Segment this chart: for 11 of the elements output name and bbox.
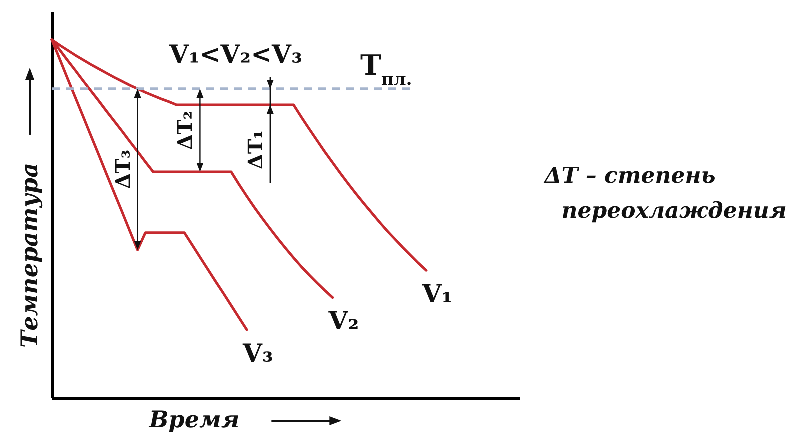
series-label: V₃ <box>242 338 274 368</box>
annotation: ΔT₂ <box>173 110 198 150</box>
y-axis-title: Температура <box>16 162 44 348</box>
series-label: V₁ <box>421 280 453 309</box>
ref-line-label: T$_{пл.}$ <box>360 48 412 90</box>
text: ΔT – степень переохлаждения <box>544 163 787 224</box>
x-axis-title: Время <box>148 406 240 434</box>
annotation: ΔT₃ <box>110 150 135 190</box>
series-label: V₂ <box>328 306 360 336</box>
annotation: ΔT₁ <box>243 130 268 170</box>
annotation: V₁<V₂<V₃ <box>168 40 302 69</box>
